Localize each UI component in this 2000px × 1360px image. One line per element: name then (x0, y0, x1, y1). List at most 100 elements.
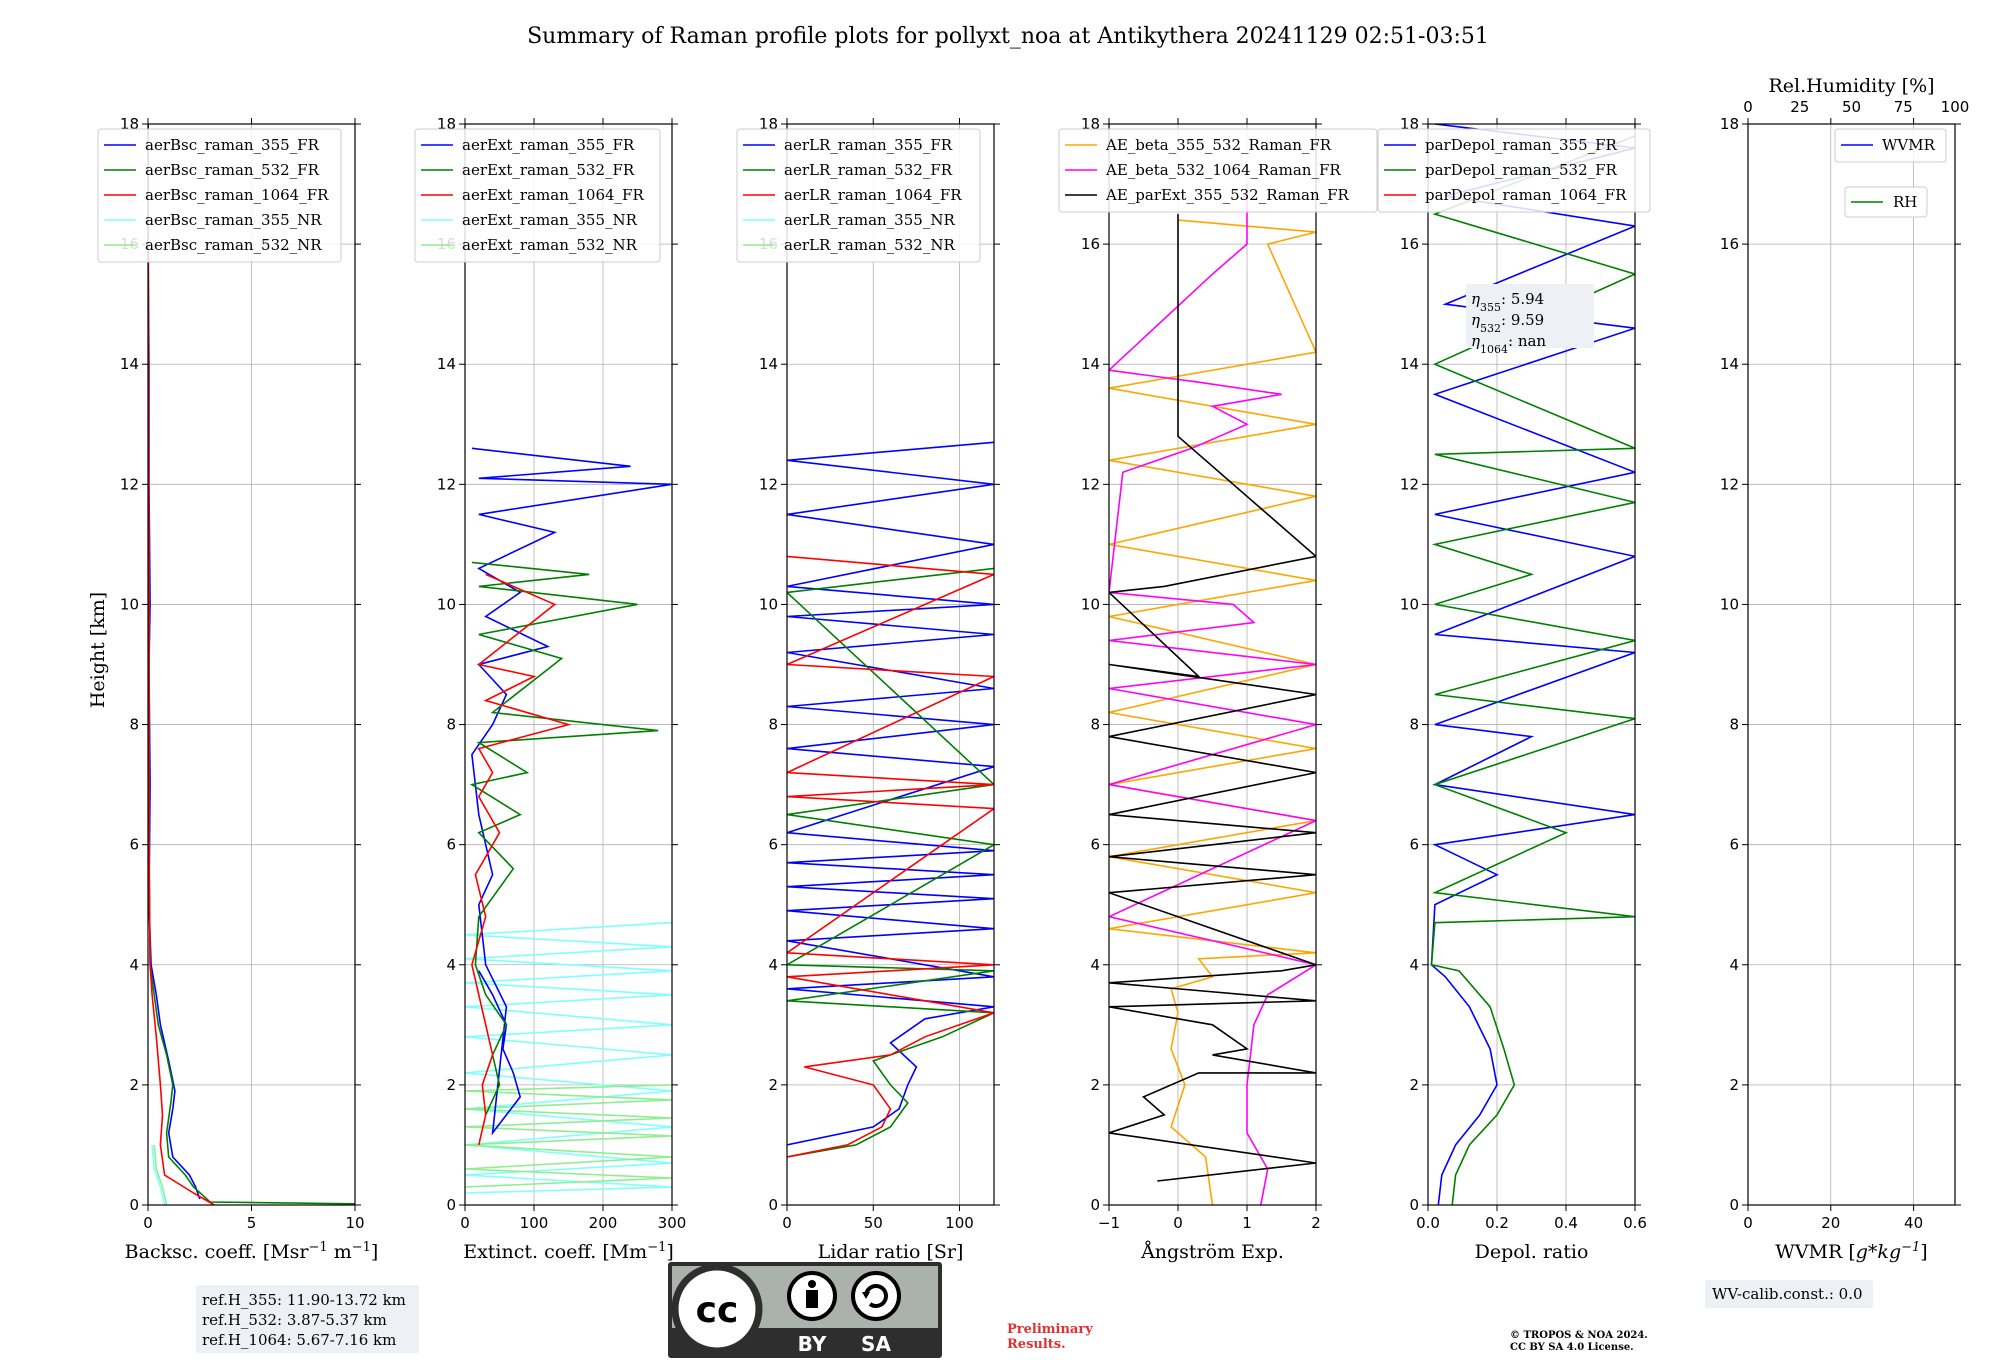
y-tick-label: 4 (1729, 956, 1739, 974)
y-tick-label: 6 (1729, 836, 1739, 854)
y-tick-label: 4 (1409, 956, 1419, 974)
x-tick-label: 100 (520, 1214, 549, 1232)
x-tick-label: 0.6 (1623, 1214, 1647, 1232)
y-tick-label: 2 (768, 1076, 778, 1094)
y-tick-label: 2 (1090, 1076, 1100, 1094)
series-aerLR_raman_355_FR (787, 441, 994, 1146)
legend-entry: AE_parExt_355_532_Raman_FR (1105, 186, 1350, 204)
legend-entry: aerBsc_raman_355_FR (145, 136, 320, 154)
axes-frame (786, 123, 995, 1206)
y-tick-label: 14 (1400, 355, 1419, 373)
legend-entry: aerLR_raman_1064_FR (784, 186, 962, 204)
share-alike-icon (851, 1271, 901, 1321)
series-aerBsc_raman_1064_FR (148, 124, 215, 1205)
legend-entry: aerBsc_raman_532_NR (145, 236, 322, 254)
y-tick-label: 16 (1720, 235, 1739, 253)
y-axis-label: Height [km] (87, 592, 109, 708)
y-tick-label: 0 (129, 1196, 139, 1214)
y-tick-label: 2 (129, 1076, 139, 1094)
legend-entry: aerExt_raman_532_FR (462, 161, 635, 179)
axes-frame (1108, 123, 1317, 1206)
top-tick-label: 75 (1894, 98, 1913, 116)
series-aerBsc_raman_532_NR (153, 1144, 168, 1205)
y-tick-label: 12 (437, 475, 456, 493)
y-tick-label: 6 (129, 836, 139, 854)
y-tick-label: 12 (120, 475, 139, 493)
legend: aerLR_raman_355_FR aerLR_raman_532_FR aerL… (736, 128, 981, 263)
legend-entry: aerBsc_raman_532_FR (145, 161, 320, 179)
x-tick-label: 5 (247, 1214, 257, 1232)
legend-entry: aerLR_raman_532_FR (784, 161, 953, 179)
legend-rh: RH (1844, 186, 1928, 218)
y-tick-label: 8 (1090, 716, 1100, 734)
y-tick-label: 12 (1081, 475, 1100, 493)
y-tick-label: 18 (1720, 115, 1739, 133)
x-tick-label: 200 (589, 1214, 618, 1232)
x-tick-label: 0.4 (1554, 1214, 1578, 1232)
badge-by: BY (798, 1332, 827, 1356)
series-aerExt_raman_1064_FR (471, 573, 572, 1146)
y-tick-label: 6 (446, 836, 456, 854)
chart-title: Summary of Raman profile plots for polly… (527, 24, 1489, 49)
y-tick-label: 6 (1090, 836, 1100, 854)
data-area (148, 124, 355, 1205)
legend-box (1058, 128, 1378, 213)
cc-logo-text: cc (696, 1290, 739, 1331)
legend-box (736, 128, 981, 263)
legend-entry: AE_beta_355_532_Raman_FR (1105, 136, 1332, 154)
panel-6: 0 20 40 0 2 4 6 8 10 12 14 16 18 WVMR [g*kg−1] 0 25 50 75… (1720, 75, 1969, 1263)
x-tick-label: 100 (945, 1214, 974, 1232)
y-tick-label: 10 (1400, 595, 1419, 613)
y-tick-label: 0 (768, 1196, 778, 1214)
y-tick-label: 12 (1400, 475, 1419, 493)
x-axis-label: Extinct. coeff. [Mm−1] (463, 1240, 674, 1264)
y-tick-label: 2 (1729, 1076, 1739, 1094)
panels: 0510024681012141618Backsc. coeff. [Msr−1… (97, 75, 1969, 1264)
y-tick-label: 4 (446, 956, 456, 974)
legend-entry: aerBsc_raman_1064_FR (145, 186, 329, 204)
legend-entry: aerLR_raman_532_NR (784, 236, 955, 254)
series-parDepol_raman_532_FR (1430, 135, 1635, 1205)
legend-entry: aerLR_raman_355_FR (784, 136, 953, 154)
x-tick-label: 2 (1311, 1214, 1321, 1232)
wv-calib-text: WV-calib.const.: 0.0 (1712, 1285, 1863, 1303)
legend-entry: parDepol_raman_355_FR (1425, 136, 1618, 154)
y-tick-label: 16 (1400, 235, 1419, 253)
x-tick-label: 0.2 (1485, 1214, 1509, 1232)
y-tick-label: 8 (1409, 716, 1419, 734)
series-aerExt_raman_532_NR (465, 1084, 672, 1188)
y-tick-label: 8 (446, 716, 456, 734)
top-tick-label: 50 (1842, 98, 1861, 116)
x-tick-label: 0 (1173, 1214, 1183, 1232)
badge-sa: SA (861, 1332, 891, 1356)
panel-1: 0510024681012141618Backsc. coeff. [Msr−1… (97, 115, 378, 1263)
ref-height-355: ref.H_355: 11.90-13.72 km (202, 1291, 406, 1309)
y-tick-label: 6 (768, 836, 778, 854)
y-tick-label: 10 (1081, 595, 1100, 613)
x-axis-label: Ångström Exp. (1140, 1241, 1284, 1263)
x-axis-label: WVMR [g*kg−1] (1775, 1240, 1927, 1264)
legend: aerBsc_raman_355_FR aerBsc_raman_532_FRae… (97, 128, 342, 263)
y-tick-label: 4 (1090, 956, 1100, 974)
top-tick-label: 100 (1941, 98, 1970, 116)
legend: parDepol_raman_355_FR parDepol_raman_532_… (1377, 128, 1651, 213)
data-area (465, 447, 672, 1194)
x-tick-label: 0 (143, 1214, 153, 1232)
y-tick-label: 8 (129, 716, 139, 734)
legend-entry: aerExt_raman_355_NR (462, 211, 638, 229)
legend-entry: aerExt_raman_1064_FR (462, 186, 644, 204)
y-tick-label: 0 (1729, 1196, 1739, 1214)
copyright-line-1: © TROPOS & NOA 2024. (1510, 1330, 1648, 1341)
legend-box (1377, 128, 1651, 213)
series-aerExt_raman_355_FR (471, 447, 672, 1136)
x-tick-label: 20 (1821, 1214, 1840, 1232)
y-tick-label: 14 (437, 355, 456, 373)
y-tick-label: 14 (1081, 355, 1100, 373)
eta-355: η355: 5.94 (1471, 290, 1544, 314)
y-tick-label: 0 (446, 1196, 456, 1214)
y-tick-label: 10 (1720, 595, 1739, 613)
y-tick-label: 10 (437, 595, 456, 613)
x-tick-label: 0 (1743, 1214, 1753, 1232)
